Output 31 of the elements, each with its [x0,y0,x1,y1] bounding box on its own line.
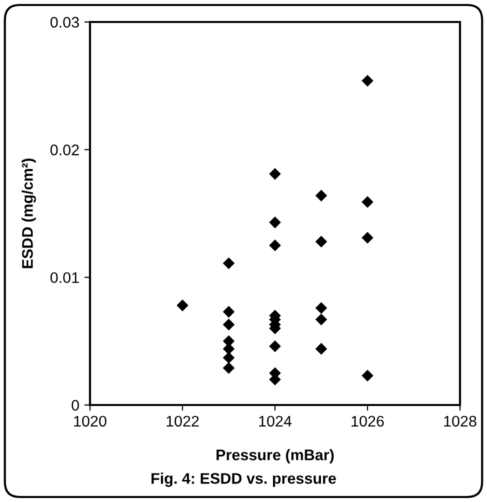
point [222,318,235,330]
point [315,190,328,202]
x-tick-label: 1026 [352,416,384,427]
x-tick-label: 1028 [444,416,476,427]
point [315,314,328,326]
point [222,352,235,364]
x-tick-label: 1022 [166,416,199,427]
point [269,216,281,228]
point [269,240,281,252]
y-tick-label: 0 [72,400,79,411]
point [315,236,328,248]
point [222,257,235,270]
x-tick-label: 1024 [259,416,292,427]
point [315,302,328,314]
x-tick-label: 1020 [74,416,106,427]
point [269,340,281,352]
point [362,370,374,382]
point [362,196,374,208]
point [222,362,235,374]
y-tick-label: 0.02 [50,144,79,156]
point [176,300,188,312]
y-tick-label: 0.03 [50,16,79,28]
point [222,306,235,318]
caption: Fig. 4: ESDD vs. pressure [152,472,336,487]
point [362,74,374,87]
x-axis-title: Pressure (mBar) [216,449,334,464]
point [362,232,374,244]
y-tick-label: 0.01 [50,272,79,284]
point [315,342,328,355]
y-axis-title: ESDD (mg/cm²) [22,158,36,268]
point [269,168,281,180]
